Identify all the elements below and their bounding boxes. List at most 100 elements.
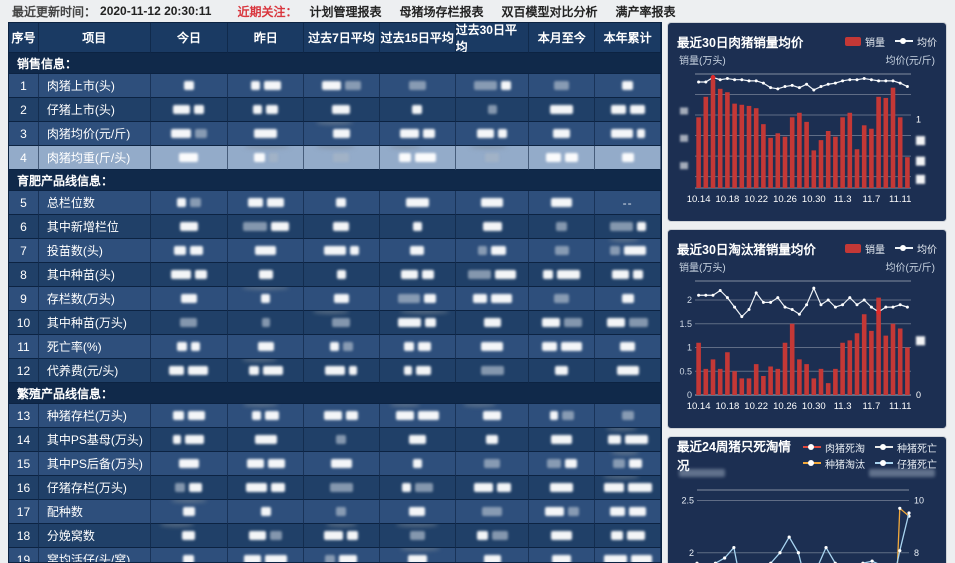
axis-label-row: 销量(万头) 均价(元/斤) [677, 259, 937, 274]
redacted-value-blob [412, 105, 423, 114]
redacted-value-blob [255, 246, 277, 255]
table-row[interactable]: 5 总栏位数 -- [9, 191, 661, 215]
value-cell-redacted [595, 146, 661, 170]
right-axis-label-redacted [869, 469, 935, 477]
recent-focus-label: 近期关注： [237, 4, 298, 19]
svg-text:2: 2 [687, 295, 692, 305]
redacted-value-blob [496, 483, 511, 492]
table-row[interactable]: 4 肉猪均重(斤/头) [9, 146, 661, 170]
table-row[interactable]: 8 其中种苗(头) [9, 263, 661, 287]
legend-bar-swatch [845, 36, 861, 46]
tab-report-3[interactable]: 双百模型对比分析 [501, 4, 598, 19]
table-row[interactable]: 2 仔猪上市(头) [9, 98, 661, 122]
redacted-value-blob [178, 459, 199, 468]
tab-report-4[interactable]: 满产率报表 [615, 4, 676, 19]
value-cell-redacted [529, 428, 596, 452]
redacted-value-blob [486, 435, 499, 444]
legend-item-种猪死亡[interactable]: 种猪死亡 [875, 440, 937, 455]
row-number: 10 [9, 311, 39, 335]
value-cell-redacted [595, 122, 661, 146]
tab-report-1[interactable]: 计划管理报表 [309, 4, 382, 19]
table-row[interactable]: 10 其中种苗(万头) [9, 311, 661, 335]
redacted-value-blob [242, 222, 267, 231]
redacted-value-blob [180, 318, 198, 327]
legend-item-仔猪死亡[interactable]: 仔猪死亡 [875, 456, 937, 471]
chart-title: 最近24周猪只死淘情况 [677, 440, 791, 473]
redacted-value-blob [473, 81, 497, 90]
redacted-value-blob [266, 105, 279, 114]
legend-item-销量[interactable]: 销量 [845, 34, 885, 49]
value-cell-redacted [228, 215, 305, 239]
redacted-value-blob [177, 342, 188, 351]
table-row[interactable]: 11 死亡率(%) [9, 335, 661, 359]
redacted-value-blob [500, 81, 511, 90]
svg-text:0.5: 0.5 [679, 366, 692, 376]
table-row[interactable]: 15 其中PS后备(万头) [9, 452, 661, 476]
redacted-value-blob [473, 483, 493, 492]
legend-item-均价[interactable]: 均价 [895, 241, 937, 256]
redacted-value-blob [324, 411, 343, 420]
table-row[interactable]: 19 窝均活仔(头/窝) [9, 548, 661, 562]
legend-label: 肉猪死淘 [825, 443, 865, 455]
table-row[interactable]: 1 肉猪上市(头) [9, 74, 661, 98]
redacted-value-blob [629, 459, 643, 468]
redacted-value-blob [270, 531, 283, 540]
section-header-row: 繁殖产品线信息： [9, 383, 661, 404]
legend-line-swatch [803, 459, 821, 466]
redacted-value-blob [263, 81, 281, 90]
redacted-value-blob [267, 459, 285, 468]
legend-item-均价[interactable]: 均价 [895, 34, 937, 49]
redacted-value-blob [621, 153, 634, 162]
legend-item-肉猪死淘[interactable]: 肉猪死淘 [803, 440, 865, 455]
tab-report-2[interactable]: 母猪场存栏报表 [399, 4, 484, 19]
chart-plot-3: 2.510281.56 [681, 489, 924, 563]
svg-text:10.22: 10.22 [744, 194, 768, 205]
redacted-value-blob [607, 318, 626, 327]
redaction-smudge [610, 452, 640, 455]
redaction-smudge [389, 404, 420, 407]
redacted-value-blob [249, 531, 267, 540]
row-number: 6 [9, 215, 39, 239]
section-header-row: 销售信息： [9, 53, 661, 74]
value-cell-redacted [455, 287, 530, 311]
table-row[interactable]: 6 其中新增栏位 [9, 215, 661, 239]
value-cell-redacted [379, 524, 456, 548]
legend-item-销量[interactable]: 销量 [845, 241, 885, 256]
row-label: 其中PS基母(万头) [38, 428, 151, 452]
chart-legend: 肉猪死淘 种猪死亡 种猪淘汰 仔猪死亡 [803, 440, 937, 471]
redacted-value-blob [561, 411, 574, 420]
table-row[interactable]: 14 其中PS基母(万头) [9, 428, 661, 452]
redacted-value-blob [336, 435, 347, 444]
table-row[interactable]: 7 投苗数(头) [9, 239, 661, 263]
legend-dot [880, 459, 886, 466]
table-row[interactable]: 17 配种数 [9, 500, 661, 524]
redacted-value-blob [609, 507, 625, 516]
redacted-value-blob [480, 366, 504, 375]
row-label: 死亡率(%) [38, 335, 151, 359]
redacted-value-blob [612, 270, 630, 279]
value-cell-redacted [595, 476, 661, 500]
table-row[interactable]: 13 种猪存栏(万头) [9, 404, 661, 428]
value-cell-redacted [379, 335, 456, 359]
row-label: 分娩窝数 [38, 524, 151, 548]
chart-title: 最近30日淘汰猪销量均价 [677, 242, 816, 257]
table-row[interactable]: 12 代养费(元/头) [9, 359, 661, 383]
table-row[interactable]: 3 肉猪均价(元/斤) [9, 122, 661, 146]
redacted-value-blob [482, 507, 503, 516]
table-row[interactable]: 16 仔猪存栏(万头) [9, 476, 661, 500]
table-row[interactable]: 18 分娩窝数 [9, 524, 661, 548]
redacted-value-blob [329, 342, 339, 351]
value-cell-redacted [150, 548, 229, 562]
value-cell-redacted [455, 524, 530, 548]
redacted-value-blob [408, 81, 426, 90]
right-axis-label: 均价(元/斤) [885, 55, 935, 67]
value-cell-redacted [150, 146, 229, 170]
svg-text:10.18: 10.18 [716, 194, 740, 205]
value-cell-redacted [150, 239, 229, 263]
legend-item-种猪淘汰[interactable]: 种猪淘汰 [803, 456, 865, 471]
row-label: 其中种苗(头) [38, 263, 151, 287]
redacted-value-blob [405, 198, 429, 207]
svg-text:11.3: 11.3 [834, 194, 852, 205]
table-row[interactable]: 9 存栏数(万头) [9, 287, 661, 311]
